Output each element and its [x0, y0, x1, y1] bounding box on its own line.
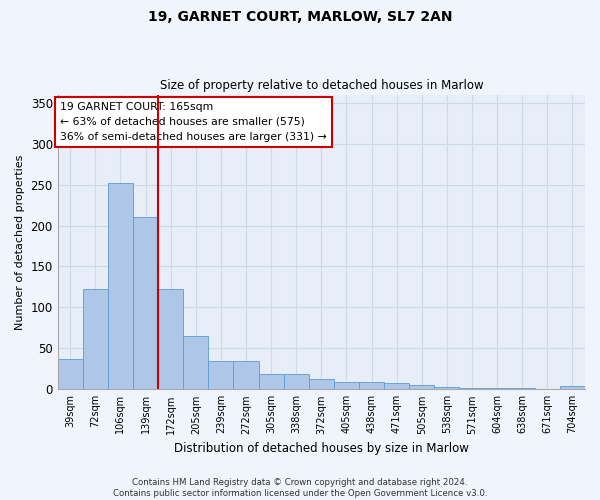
Bar	[158, 288, 183, 390]
Bar	[409, 385, 434, 390]
Bar	[560, 386, 585, 390]
Title: Size of property relative to detached houses in Marlow: Size of property relative to detached ho…	[160, 79, 483, 92]
Y-axis label: Number of detached properties: Number of detached properties	[15, 154, 25, 330]
Bar	[434, 387, 460, 390]
X-axis label: Distribution of detached houses by size in Marlow: Distribution of detached houses by size …	[174, 442, 469, 455]
Bar	[58, 359, 83, 390]
Bar	[485, 388, 509, 390]
Bar	[384, 383, 409, 390]
Bar	[460, 388, 485, 390]
Text: Contains HM Land Registry data © Crown copyright and database right 2024.
Contai: Contains HM Land Registry data © Crown c…	[113, 478, 487, 498]
Text: 19, GARNET COURT, MARLOW, SL7 2AN: 19, GARNET COURT, MARLOW, SL7 2AN	[148, 10, 452, 24]
Bar	[259, 374, 284, 390]
Bar	[83, 288, 108, 390]
Bar	[334, 382, 359, 390]
Bar	[309, 378, 334, 390]
Bar	[284, 374, 309, 390]
Bar	[183, 336, 208, 390]
Bar	[233, 360, 259, 390]
Bar	[359, 382, 384, 390]
Bar	[108, 183, 133, 390]
Bar	[509, 388, 535, 390]
Bar	[208, 360, 233, 390]
Text: 19 GARNET COURT: 165sqm
← 63% of detached houses are smaller (575)
36% of semi-d: 19 GARNET COURT: 165sqm ← 63% of detache…	[61, 102, 327, 142]
Bar	[133, 216, 158, 390]
